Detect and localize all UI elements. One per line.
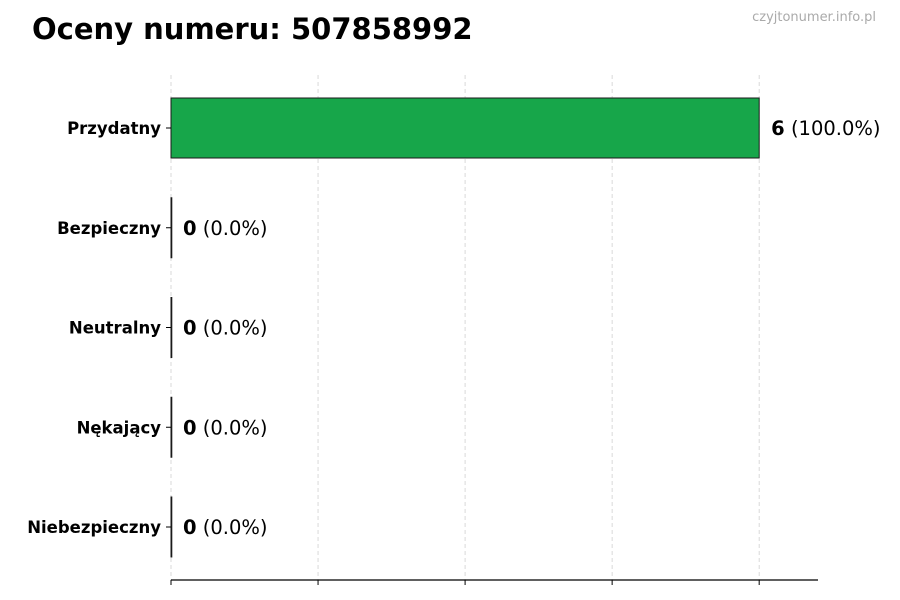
data-label-percent: (0.0%) bbox=[197, 217, 268, 240]
data-label-percent: (100.0%) bbox=[785, 117, 881, 140]
bar bbox=[170, 396, 173, 458]
data-label-value: 6 bbox=[771, 117, 785, 140]
bar bbox=[170, 297, 173, 358]
data-label-value: 0 bbox=[183, 416, 197, 439]
data-label: 0 (0.0%) bbox=[183, 317, 268, 340]
data-label: 0 (0.0%) bbox=[183, 516, 268, 539]
y-tick-label: Neutralny bbox=[69, 319, 161, 338]
data-label-value: 0 bbox=[183, 516, 197, 539]
watermark: czyjtonumer.info.pl bbox=[752, 10, 876, 25]
bar bbox=[170, 496, 173, 558]
data-label-value: 0 bbox=[183, 217, 197, 240]
y-tick-label: Przydatny bbox=[67, 119, 161, 138]
data-label-value: 0 bbox=[183, 317, 197, 340]
bar bbox=[170, 197, 173, 259]
data-label: 0 (0.0%) bbox=[183, 416, 268, 439]
data-label-percent: (0.0%) bbox=[197, 416, 268, 439]
data-label-percent: (0.0%) bbox=[197, 516, 268, 539]
y-tick-label: Nękający bbox=[77, 418, 162, 437]
data-label-percent: (0.0%) bbox=[197, 317, 268, 340]
data-label: 6 (100.0%) bbox=[771, 117, 880, 140]
y-tick-label: Niebezpieczny bbox=[27, 518, 161, 537]
chart-title: Oceny numeru: 507858992 bbox=[32, 12, 473, 46]
data-label: 0 (0.0%) bbox=[183, 217, 268, 240]
y-tick-label: Bezpieczny bbox=[57, 219, 161, 238]
bar bbox=[170, 97, 760, 159]
